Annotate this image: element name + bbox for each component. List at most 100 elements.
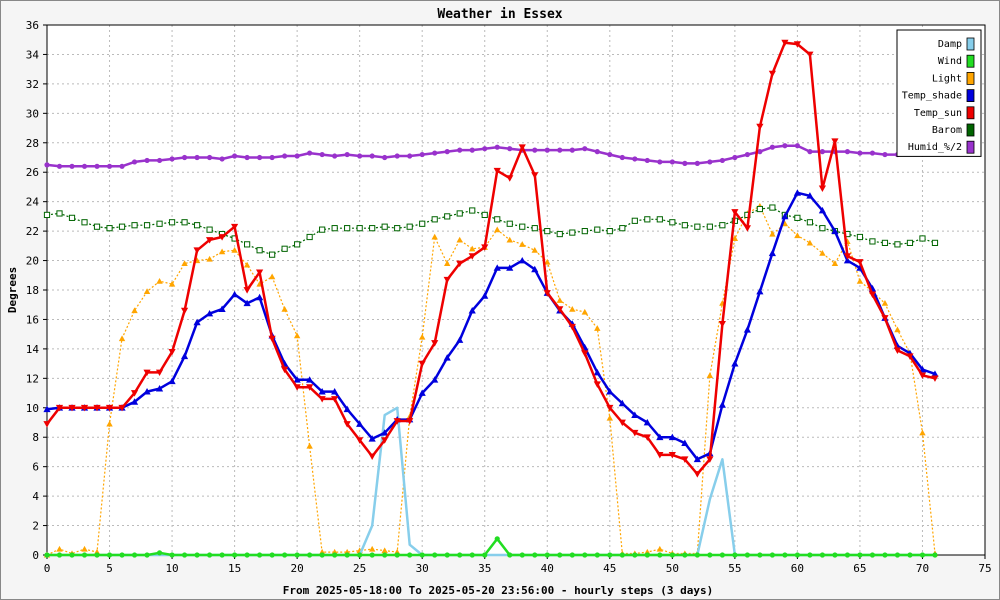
series-point bbox=[382, 552, 388, 558]
series-point bbox=[219, 552, 225, 558]
series-point bbox=[331, 396, 339, 403]
series-point bbox=[294, 153, 300, 159]
series-point bbox=[618, 419, 626, 427]
series-point bbox=[544, 228, 551, 235]
series-point bbox=[506, 264, 514, 271]
legend: Damp Wind Light Temp_shade Temp_sun Barom Humi… bbox=[896, 29, 982, 157]
series-point bbox=[819, 225, 826, 232]
series-point bbox=[218, 234, 226, 241]
series-point bbox=[882, 151, 888, 158]
series-point bbox=[656, 452, 664, 459]
series-point bbox=[444, 260, 451, 267]
series-point bbox=[906, 353, 914, 360]
series-point bbox=[56, 163, 63, 169]
series-point bbox=[544, 258, 551, 265]
series-point bbox=[693, 455, 701, 463]
y-tick-label: 6 bbox=[32, 461, 39, 474]
series-point bbox=[419, 151, 425, 158]
series-point bbox=[419, 333, 426, 340]
series-point bbox=[732, 552, 738, 558]
series-point bbox=[55, 404, 64, 412]
y-tick-label: 22 bbox=[26, 225, 39, 238]
y-tick-label: 4 bbox=[32, 490, 39, 503]
series-point bbox=[43, 405, 51, 413]
series-point bbox=[581, 350, 589, 357]
series-point bbox=[856, 233, 864, 241]
series-point bbox=[394, 225, 401, 232]
series-point bbox=[494, 144, 500, 150]
x-tick-label: 60 bbox=[791, 562, 804, 575]
series-point bbox=[743, 326, 751, 333]
series-point bbox=[756, 123, 764, 131]
series-point bbox=[44, 162, 50, 168]
series-point bbox=[331, 387, 339, 395]
series-point bbox=[768, 249, 776, 257]
series-point bbox=[469, 245, 476, 252]
series-point bbox=[669, 159, 675, 165]
x-tick-label: 45 bbox=[603, 562, 616, 575]
series-point bbox=[318, 387, 326, 395]
legend-label: Humid_%/2 bbox=[908, 142, 962, 153]
series-point bbox=[606, 404, 614, 412]
series-point bbox=[506, 175, 514, 182]
series-point bbox=[106, 225, 113, 232]
legend-label: Damp bbox=[938, 39, 962, 50]
legend-swatch bbox=[966, 123, 975, 137]
series-point bbox=[181, 260, 188, 267]
series-point bbox=[456, 236, 463, 243]
series-point bbox=[681, 456, 689, 463]
series-point bbox=[607, 151, 613, 158]
series-point bbox=[707, 159, 713, 165]
series-point bbox=[831, 227, 839, 234]
series-point bbox=[494, 216, 501, 223]
series-point bbox=[881, 239, 889, 246]
series-point bbox=[343, 421, 351, 428]
series-point bbox=[494, 536, 500, 542]
series-point bbox=[393, 418, 401, 425]
x-tick-label: 70 bbox=[916, 562, 929, 575]
series-point bbox=[469, 147, 475, 153]
series-point bbox=[656, 545, 664, 552]
series-point bbox=[793, 41, 801, 48]
series-point bbox=[682, 160, 688, 166]
series-point bbox=[81, 545, 88, 552]
series-point bbox=[857, 150, 863, 156]
series-point bbox=[531, 247, 538, 253]
series-point bbox=[193, 222, 201, 229]
series-point bbox=[894, 326, 901, 333]
series-point bbox=[431, 340, 439, 347]
series-point bbox=[357, 153, 363, 159]
series-point bbox=[719, 552, 725, 558]
series-point bbox=[656, 216, 663, 223]
series-point bbox=[281, 245, 288, 252]
series-point bbox=[568, 323, 576, 331]
series-point bbox=[506, 236, 513, 243]
series-point bbox=[155, 385, 164, 392]
series-point bbox=[194, 552, 200, 558]
series-point bbox=[243, 299, 251, 307]
series-point bbox=[794, 232, 801, 239]
x-axis-label: From 2025-05-18:00 To 2025-05-20 23:56:0… bbox=[283, 584, 713, 597]
series-point bbox=[819, 552, 826, 558]
series-point bbox=[69, 163, 75, 169]
series-point bbox=[657, 159, 663, 165]
series-point bbox=[531, 265, 539, 273]
series-point bbox=[706, 223, 713, 230]
series-point bbox=[519, 223, 526, 230]
series-point bbox=[419, 220, 426, 227]
y-tick-label: 34 bbox=[26, 48, 40, 61]
series-point bbox=[818, 185, 827, 193]
series-point bbox=[418, 389, 426, 396]
x-tick-label: 15 bbox=[228, 562, 241, 575]
series-point bbox=[306, 376, 314, 383]
series-point bbox=[882, 552, 888, 558]
series-point bbox=[694, 552, 700, 558]
series-point bbox=[218, 305, 226, 313]
y-tick-label: 10 bbox=[26, 402, 39, 415]
series-point bbox=[444, 149, 450, 155]
series-point bbox=[793, 189, 801, 196]
series-point bbox=[231, 223, 239, 231]
series-point bbox=[431, 233, 438, 240]
series-point bbox=[294, 552, 300, 558]
